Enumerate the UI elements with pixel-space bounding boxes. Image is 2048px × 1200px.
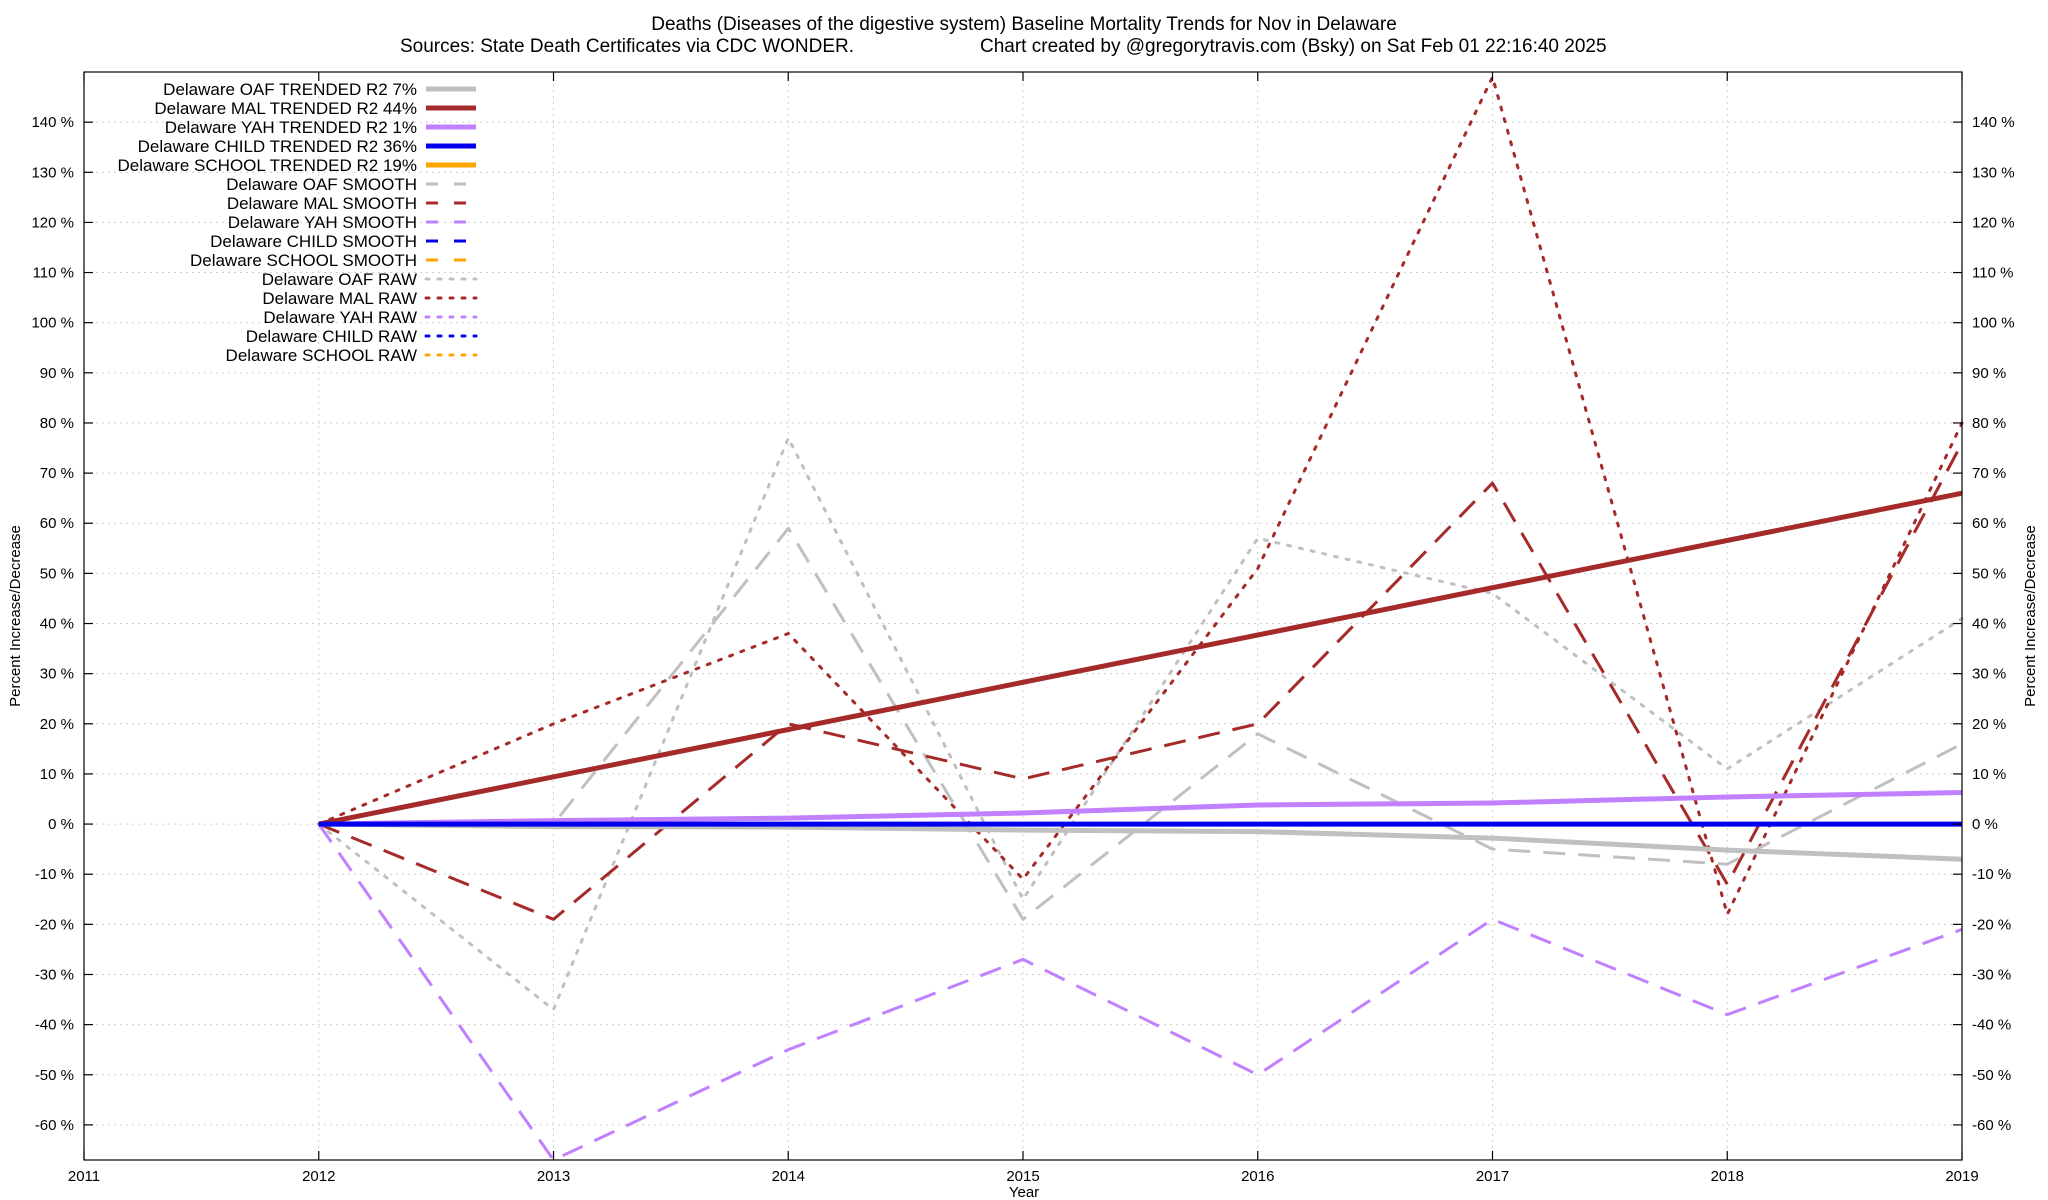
y-tick-label-right: -10 %: [1972, 866, 2011, 883]
y-tick-label-left: 140 %: [31, 114, 74, 131]
y-tick-label-left: -10 %: [35, 866, 74, 883]
y-tick-label-left: 10 %: [40, 766, 74, 783]
y-tick-label-left: -40 %: [35, 1017, 74, 1034]
y-tick-label-right: 50 %: [1972, 565, 2006, 582]
legend-label: Delaware YAH TRENDED R2 1%: [165, 118, 417, 137]
y-tick-label-left: 70 %: [40, 465, 74, 482]
legend-label: Delaware SCHOOL TRENDED R2 19%: [118, 156, 417, 175]
legend-label: Delaware YAH SMOOTH: [228, 213, 417, 232]
chart-title: Deaths (Diseases of the digestive system…: [651, 14, 1397, 35]
legend-label: Delaware MAL RAW: [262, 289, 417, 308]
y-tick-label-left: 50 %: [40, 565, 74, 582]
series-line-0: [318, 821, 1963, 862]
series-line-5: [318, 526, 1963, 921]
legend-label: Delaware OAF SMOOTH: [226, 175, 417, 194]
legend-label: Delaware OAF TRENDED R2 7%: [163, 80, 417, 99]
x-tick-label: 2011: [68, 1168, 100, 1185]
y-tick-label-right: -30 %: [1972, 966, 2011, 983]
x-tick-label: 2016: [1241, 1168, 1274, 1185]
y-tick-label-right: 30 %: [1972, 666, 2006, 683]
y-tick-label-right: 20 %: [1972, 716, 2006, 733]
y-axis-left-tick-labels: -60 % -50 % -40 % -30 % -20 % -10 % 0 % 10 % 20 …: [31, 114, 74, 1134]
series-line-7: [317, 823, 1963, 1162]
axis-ticks: [83, 72, 1963, 1160]
y-tick-label-right: 70 %: [1972, 465, 2006, 482]
y-axis-right-tick-labels: -60 % -50 % -40 % -30 % -20 % -10 % 0 % 10 % 20 …: [1972, 114, 2015, 1134]
series-layer: [317, 75, 1964, 1162]
legend-label: Delaware SCHOOL RAW: [226, 346, 417, 365]
y-axis-label-right: Percent Increase/Decrease: [2022, 525, 2039, 707]
series-line-2: [318, 790, 1963, 827]
x-tick-label: 2014: [772, 1168, 805, 1185]
x-tick-label: 2018: [1711, 1168, 1744, 1185]
y-tick-label-right: 60 %: [1972, 515, 2006, 532]
x-axis-tick-labels: 2011 2012 2013 2014 2015 2016 2017 2018 2019: [68, 1168, 1979, 1185]
y-tick-label-left: 120 %: [31, 214, 74, 231]
y-tick-label-right: -60 %: [1972, 1117, 2011, 1134]
legend-label: Delaware CHILD SMOOTH: [210, 232, 417, 251]
y-tick-label-left: 40 %: [40, 616, 74, 633]
legend: Delaware OAF TRENDED R2 7%Delaware MAL T…: [118, 80, 478, 365]
y-tick-label-right: 130 %: [1972, 164, 2015, 181]
y-tick-label-right: -40 %: [1972, 1017, 2011, 1034]
y-tick-label-right: 10 %: [1972, 766, 2006, 783]
legend-label: Delaware YAH RAW: [263, 308, 417, 327]
y-tick-label-right: 80 %: [1972, 415, 2006, 432]
legend-label: Delaware CHILD TRENDED R2 36%: [138, 137, 417, 156]
y-tick-label-right: 40 %: [1972, 616, 2006, 633]
y-tick-label-left: 60 %: [40, 515, 74, 532]
series-line-6: [318, 442, 1964, 921]
legend-label: Delaware MAL TRENDED R2 44%: [154, 99, 417, 118]
y-tick-label-right: -50 %: [1972, 1067, 2011, 1084]
y-tick-label-left: 130 %: [31, 164, 74, 181]
legend-label: Delaware MAL SMOOTH: [227, 194, 417, 213]
y-tick-label-left: -60 %: [35, 1117, 74, 1134]
x-tick-label: 2012: [302, 1168, 335, 1185]
y-axis-label-left: Percent Increase/Decrease: [7, 525, 24, 707]
y-tick-label-left: 0 %: [48, 816, 74, 833]
y-tick-label-right: 110 %: [1972, 265, 2013, 282]
y-tick-label-right: 100 %: [1972, 315, 2015, 332]
y-tick-label-left: 110 %: [33, 265, 74, 282]
x-tick-label: 2013: [537, 1168, 570, 1185]
y-tick-label-left: 100 %: [31, 315, 74, 332]
y-tick-label-left: 90 %: [40, 365, 74, 382]
series-line-1: [318, 490, 1963, 827]
y-tick-label-left: -20 %: [35, 916, 74, 933]
x-axis-label: Year: [1009, 1184, 1039, 1200]
legend-label: Delaware SCHOOL SMOOTH: [190, 251, 417, 270]
chart-subtitle-credit: Chart created by @gregorytravis.com (Bsk…: [980, 36, 1607, 57]
series-line-10: [317, 436, 1964, 1012]
y-tick-label-right: 140 %: [1972, 114, 2015, 131]
y-tick-label-left: -30 %: [35, 966, 74, 983]
x-tick-label: 2017: [1476, 1168, 1509, 1185]
chart-subtitle-source: Sources: State Death Certificates via CD…: [400, 36, 854, 57]
y-tick-label-left: 20 %: [40, 716, 74, 733]
y-tick-label-left: 80 %: [40, 415, 74, 432]
y-tick-label-right: -20 %: [1972, 916, 2011, 933]
y-tick-label-left: 30 %: [40, 666, 74, 683]
y-tick-label-left: -50 %: [35, 1067, 74, 1084]
x-tick-label: 2015: [1006, 1168, 1039, 1185]
y-tick-label-right: 0 %: [1972, 816, 1998, 833]
legend-label: Delaware OAF RAW: [262, 270, 417, 289]
y-tick-label-right: 90 %: [1972, 365, 2006, 382]
y-tick-label-right: 120 %: [1972, 214, 2015, 231]
x-tick-label: 2019: [1945, 1168, 1978, 1185]
legend-label: Delaware CHILD RAW: [246, 327, 417, 346]
